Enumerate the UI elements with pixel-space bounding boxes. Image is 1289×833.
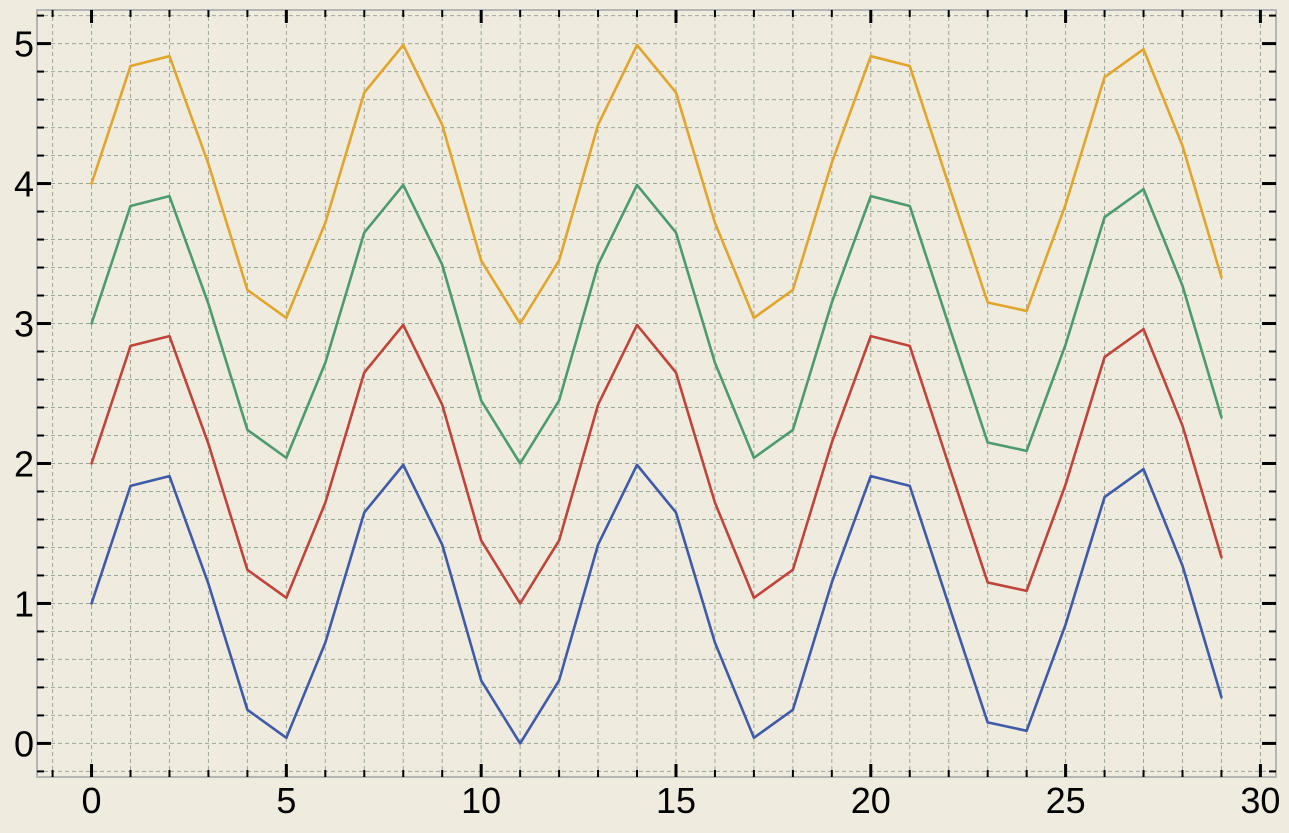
y-tick-label: 0: [14, 723, 34, 764]
x-tick-label: 15: [656, 780, 696, 821]
y-tick-label: 4: [14, 164, 34, 205]
axis-ticks: [37, 10, 1276, 777]
y-tick-label: 1: [14, 583, 34, 624]
series-line-1: [90, 463, 1223, 745]
y-tick-label: 2: [14, 443, 34, 484]
x-tick-label: 20: [851, 780, 891, 821]
x-tick-label: 10: [461, 780, 501, 821]
series-line-3: [90, 183, 1223, 465]
series-line-2: [90, 323, 1223, 605]
x-tick-label: 30: [1240, 780, 1280, 821]
tick-labels: 0 5 10 15 20 25 30 0 1 2 3 4 5: [14, 24, 1280, 821]
plot-frame: [36, 9, 1277, 778]
grid-lines: [37, 10, 1276, 777]
x-tick-label: 0: [82, 780, 102, 821]
series-line-4: [90, 43, 1223, 325]
y-tick-label: 3: [14, 304, 34, 345]
x-tick-label: 25: [1046, 780, 1086, 821]
x-tick-label: 5: [276, 780, 296, 821]
series-lines: [90, 43, 1223, 745]
y-tick-label: 5: [14, 24, 34, 65]
